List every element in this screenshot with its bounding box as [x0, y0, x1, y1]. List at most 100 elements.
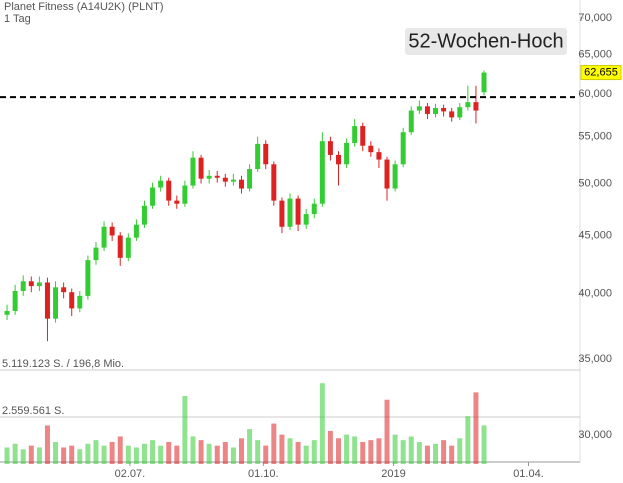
volume-bar	[457, 438, 463, 464]
candle-body	[4, 310, 10, 315]
volume-bar	[141, 443, 147, 464]
volume-bar	[481, 425, 487, 464]
volume-bar	[4, 447, 10, 464]
y-tick-label: 40,000	[578, 287, 612, 299]
candle-body	[400, 132, 406, 165]
volume-bar	[158, 445, 164, 464]
volume-bar	[20, 449, 26, 464]
candle-body	[133, 224, 139, 238]
x-tick-label: 2019	[381, 468, 405, 480]
candle-body	[20, 281, 26, 291]
candle-body	[141, 205, 147, 225]
candle-body	[295, 198, 301, 225]
x-tick-label: 02.07.	[115, 468, 146, 480]
candle-body	[255, 143, 261, 170]
volume-bar	[279, 434, 285, 464]
candle-body	[433, 108, 439, 114]
candle-body	[85, 260, 91, 296]
y-tick-label: 65,000	[578, 48, 612, 60]
candle-body	[384, 159, 390, 189]
volume-bar	[101, 445, 107, 464]
candle-body	[198, 157, 204, 179]
candle-body	[230, 179, 236, 182]
chart-subtitle: 1 Tag	[4, 13, 31, 25]
y-tick-label: 35,000	[578, 353, 612, 365]
volume-bar	[263, 445, 269, 464]
volume-bar	[441, 440, 447, 464]
volume-bar	[352, 436, 358, 464]
volume-bar	[433, 443, 439, 464]
candle-body	[36, 282, 42, 287]
candle-body	[247, 169, 253, 189]
candle-body	[352, 126, 358, 143]
volume-bar	[206, 443, 212, 464]
x-tick-label: 01.10.	[248, 468, 279, 480]
volume-bar	[53, 441, 59, 464]
candle-body	[125, 237, 131, 258]
candle-body	[327, 141, 333, 155]
volume-bar	[117, 436, 123, 464]
y-tick-label: 30,000	[578, 429, 612, 441]
candle-body	[416, 106, 422, 111]
candle-body	[424, 106, 430, 114]
candle-body	[263, 143, 269, 165]
volume-bar	[449, 445, 455, 464]
last-price-box	[580, 65, 622, 81]
candle-body	[28, 281, 34, 287]
volume-bar	[360, 441, 366, 464]
candle-body	[214, 175, 220, 178]
volume-bar	[77, 449, 83, 464]
volume-bar	[198, 440, 204, 464]
candle-body	[93, 247, 99, 261]
volume-bar	[416, 441, 422, 464]
volume-bar	[384, 399, 390, 464]
volume-bar	[255, 440, 261, 464]
volume-bar	[174, 445, 180, 464]
candle-body	[473, 102, 479, 111]
volume-tick-label: 2.559.561 S.	[2, 405, 64, 417]
candle-body	[53, 287, 59, 319]
volume-bar	[247, 429, 253, 464]
candle-body	[174, 200, 180, 204]
last-price-label: 62,655	[584, 66, 618, 78]
candle-body	[441, 108, 447, 112]
y-tick-label: 60,000	[578, 88, 612, 100]
volume-bar	[465, 416, 471, 464]
volume-bar	[182, 396, 188, 464]
volume-bar	[61, 447, 67, 464]
chart-title: Planet Fitness (A14U2K) (PLNT)	[4, 1, 164, 13]
y-tick-label: 55,000	[578, 131, 612, 143]
candle-body	[109, 226, 115, 236]
candle-body	[279, 200, 285, 227]
volume-bar	[311, 440, 317, 464]
candle-body	[158, 180, 164, 188]
volume-bar	[368, 440, 374, 464]
volume-bar	[238, 438, 244, 464]
candle-body	[222, 177, 228, 182]
volume-bar	[133, 447, 139, 464]
candle-body	[392, 164, 398, 189]
volume-bar	[85, 443, 91, 464]
candle-body	[190, 157, 196, 186]
candle-body	[150, 187, 156, 206]
annotation-text: 52-Wochen-Hoch	[408, 30, 563, 52]
candle-body	[287, 198, 293, 227]
candle-body	[457, 107, 463, 118]
volume-bar	[28, 445, 34, 464]
candle-body	[360, 126, 366, 146]
volume-bar	[93, 440, 99, 464]
volume-bar	[400, 440, 406, 464]
candle-body	[319, 141, 325, 204]
y-tick-label: 70,000	[578, 12, 612, 24]
volume-bar	[303, 445, 309, 464]
volume-bar	[109, 441, 115, 464]
volume-bar	[336, 438, 342, 464]
volume-bar	[424, 445, 430, 464]
candle-body	[376, 152, 382, 160]
volume-bar	[214, 445, 220, 464]
volume-tick-label: 5.119.123 S. / 196,8 Mio.	[2, 358, 124, 370]
volume-bar	[271, 423, 277, 464]
candle-body	[311, 203, 317, 215]
candle-body	[303, 214, 309, 225]
